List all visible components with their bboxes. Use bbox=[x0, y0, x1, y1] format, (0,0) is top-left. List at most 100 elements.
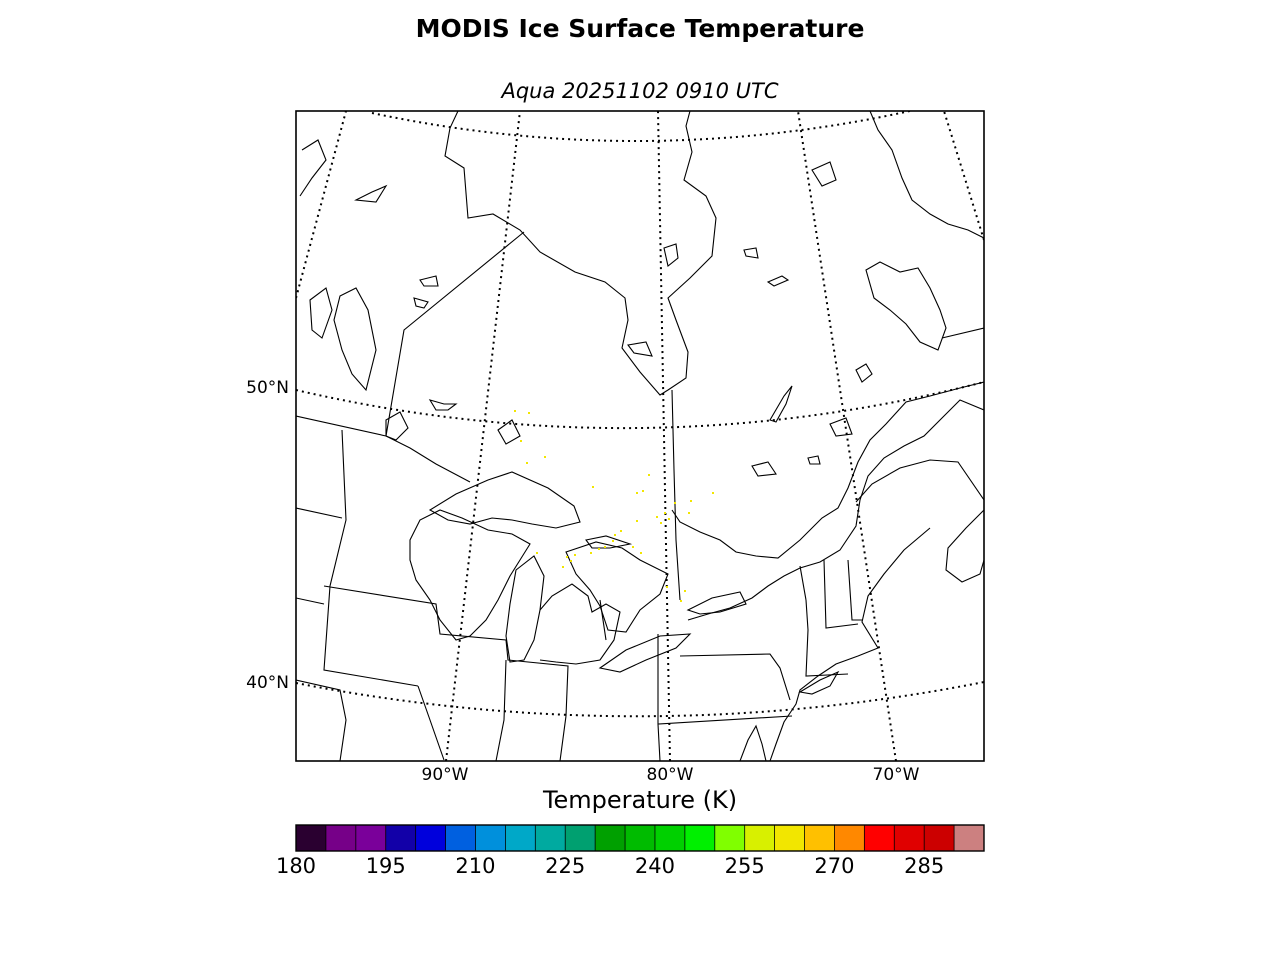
island-rugged-1 bbox=[299, 139, 327, 197]
ice-pixel bbox=[562, 566, 564, 568]
ice-pixel bbox=[656, 516, 658, 518]
colorbar-swatch bbox=[714, 825, 746, 851]
ice-pixel bbox=[636, 520, 638, 522]
colorbar-tick-label: 180 bbox=[275, 854, 317, 878]
colorbar-swatch bbox=[774, 825, 806, 851]
meridian-80w bbox=[657, 111, 671, 761]
colorbar-swatch bbox=[325, 825, 357, 851]
ice-pixel bbox=[520, 440, 522, 442]
ice-pixel bbox=[566, 556, 568, 558]
ice-pixel bbox=[688, 512, 690, 514]
lake-of-the-woods bbox=[385, 411, 409, 441]
colorbar-swatch bbox=[894, 825, 925, 851]
island-rugged-2 bbox=[354, 184, 388, 203]
gaspe-peninsula bbox=[855, 459, 984, 503]
ice-pixel bbox=[544, 456, 546, 458]
hudson-bay-west-coast bbox=[444, 111, 717, 396]
meridian-100w bbox=[296, 111, 347, 299]
quebec-coast bbox=[869, 111, 984, 239]
ice-pixel bbox=[514, 410, 516, 412]
colorbar-tick-label: 255 bbox=[724, 854, 765, 878]
ice-pixel bbox=[674, 502, 676, 504]
lake-ontario bbox=[686, 591, 747, 615]
meridian-90w bbox=[445, 111, 521, 761]
parallel-60n bbox=[371, 111, 911, 142]
colorbar-swatch bbox=[595, 825, 626, 851]
colorbar-swatch bbox=[744, 825, 776, 851]
colorbar-swatch bbox=[296, 825, 327, 851]
colorbar-swatch bbox=[654, 825, 686, 851]
ice-pixel bbox=[614, 534, 616, 536]
ice-pixel bbox=[664, 512, 666, 514]
colorbar-swatch bbox=[625, 825, 656, 851]
inland-lake-1 bbox=[751, 461, 777, 477]
parallel-50n bbox=[296, 381, 984, 430]
colorbar-tick-label: 270 bbox=[814, 854, 855, 878]
ice-pixel bbox=[712, 492, 714, 494]
manitoba-ontario-border bbox=[385, 231, 525, 437]
island-rugged-8 bbox=[829, 417, 853, 437]
meridian-70w bbox=[797, 111, 897, 761]
figure-title: MODIS Ice Surface Temperature bbox=[415, 14, 865, 43]
ice-pixel bbox=[636, 492, 638, 494]
us-state-lines bbox=[296, 429, 862, 761]
lake-nipigon bbox=[497, 419, 521, 445]
st-lawrence-south-shore bbox=[687, 399, 984, 621]
ice-pixel bbox=[590, 552, 592, 554]
lake-winnipegosis bbox=[309, 287, 333, 339]
island-rugged-6 bbox=[663, 243, 679, 267]
island-rugged-3 bbox=[419, 275, 439, 287]
colorbar-tick-label: 225 bbox=[545, 854, 586, 878]
colorbar-swatch bbox=[954, 825, 985, 851]
ice-pixel bbox=[528, 412, 530, 414]
colorbar-swatch bbox=[475, 825, 506, 851]
ice-pixel bbox=[598, 548, 600, 550]
ice-pixel bbox=[604, 546, 606, 548]
colorbar-swatch bbox=[415, 825, 447, 851]
graticule bbox=[296, 111, 984, 761]
inland-lake-4 bbox=[766, 275, 790, 287]
long-island bbox=[798, 670, 840, 695]
lake-winnipeg bbox=[333, 287, 377, 392]
ice-pixel bbox=[648, 474, 650, 476]
colorbar-swatch bbox=[445, 825, 476, 851]
colorbar-tick-label: 195 bbox=[365, 854, 406, 878]
inland-lake-5 bbox=[855, 363, 873, 383]
parallel-40n bbox=[296, 681, 984, 718]
colorbar-swatch bbox=[924, 825, 955, 851]
lon-label-90w: 90°W bbox=[422, 765, 469, 785]
lat-label-50n: 50°N bbox=[246, 378, 289, 398]
ice-pixel bbox=[574, 554, 576, 556]
ice-pixel bbox=[592, 486, 594, 488]
lon-label-70w: 70°W bbox=[873, 765, 920, 785]
james-bay-islands bbox=[627, 341, 653, 357]
colorbar-swatch bbox=[834, 825, 865, 851]
ice-pixel bbox=[632, 546, 634, 548]
colorbar-label: Temperature (K) bbox=[542, 786, 738, 814]
chesapeake bbox=[739, 724, 767, 761]
ice-pixel bbox=[668, 518, 670, 520]
lake-superior bbox=[428, 471, 581, 529]
colorbar-frame bbox=[295, 824, 985, 852]
colorbar-tick-label: 210 bbox=[455, 854, 496, 878]
inland-lake-2 bbox=[807, 455, 821, 465]
colorbar-tick-label: 285 bbox=[904, 854, 945, 878]
nova-scotia bbox=[945, 509, 984, 583]
inland-lake-3 bbox=[743, 247, 759, 259]
manitoulin-island bbox=[585, 535, 633, 549]
ice-pixel bbox=[640, 552, 642, 554]
map-frame bbox=[295, 110, 985, 762]
ontario-quebec-border bbox=[671, 389, 681, 601]
ice-pixel bbox=[680, 600, 682, 602]
ice-temperature-pixels bbox=[514, 410, 714, 602]
michigan-lower-peninsula bbox=[539, 583, 621, 665]
ice-pixel bbox=[690, 500, 692, 502]
lake-michigan bbox=[505, 555, 545, 663]
ice-pixel bbox=[620, 530, 622, 532]
wisconsin-upper-peninsula bbox=[409, 509, 531, 641]
colorbar-tick-label: 240 bbox=[634, 854, 675, 878]
lat-label-40n: 40°N bbox=[246, 673, 289, 693]
colorbar-swatch bbox=[535, 825, 566, 851]
ice-pixel bbox=[570, 560, 572, 562]
